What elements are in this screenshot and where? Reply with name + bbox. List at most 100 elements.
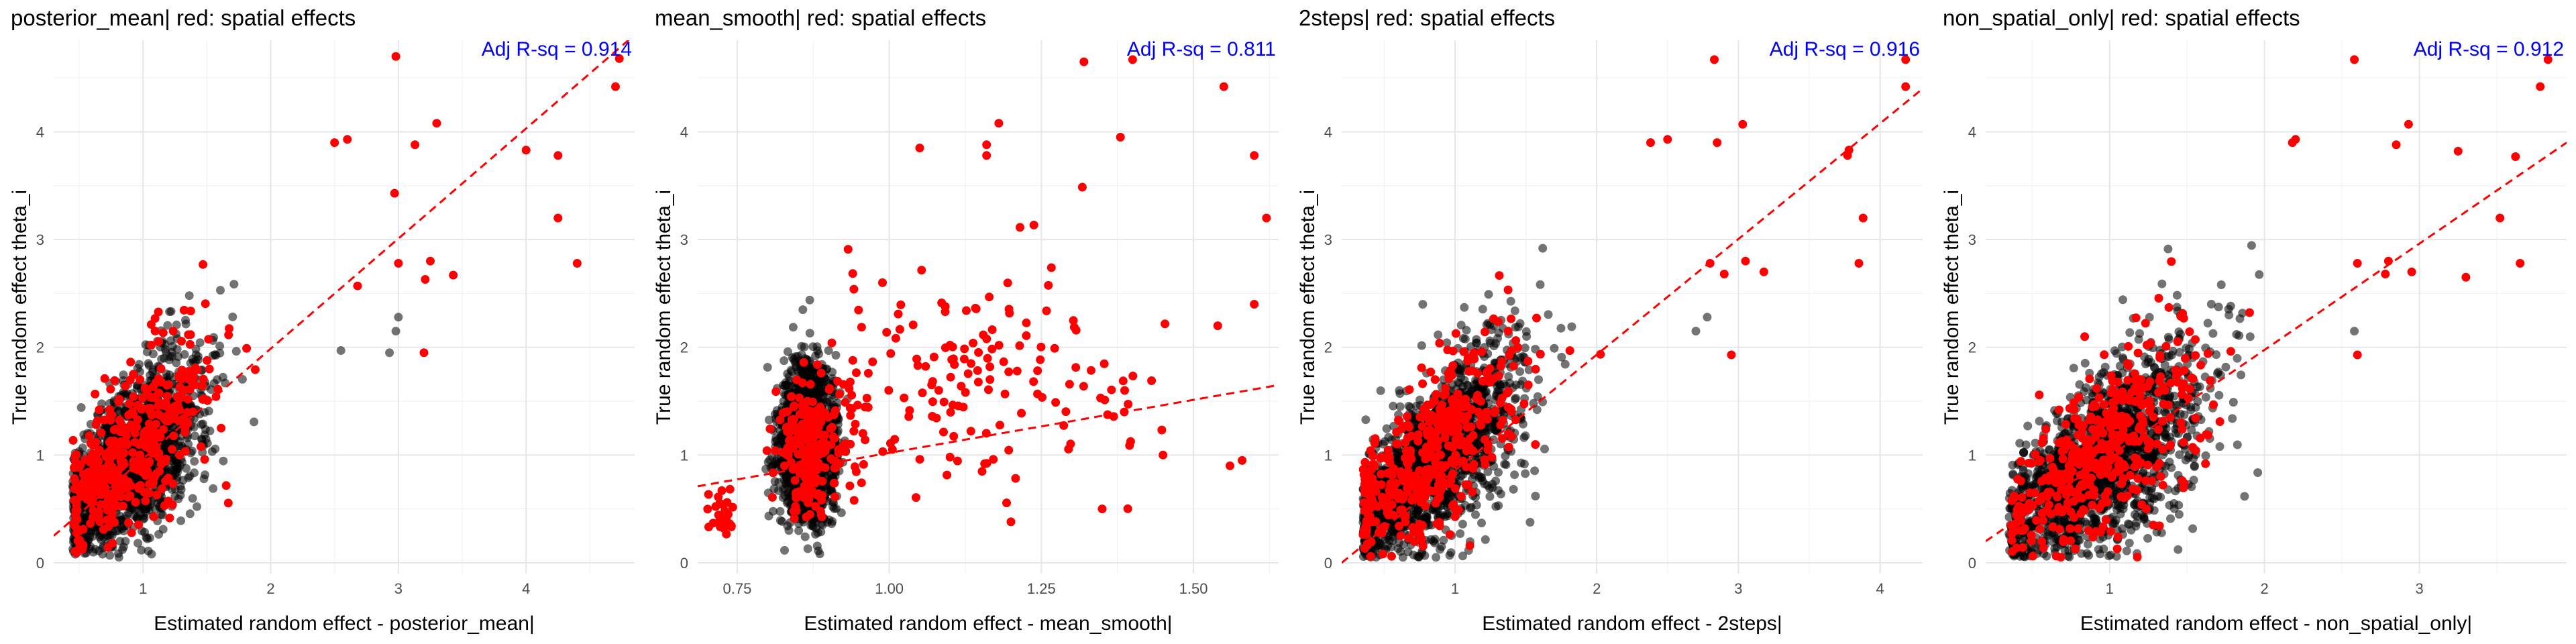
data-point-spatial: [831, 463, 841, 472]
data-point-spatial: [614, 54, 624, 63]
data-point-spatial: [97, 428, 106, 437]
data-point-spatial: [987, 325, 997, 334]
data-point: [231, 347, 241, 356]
data-point-spatial: [133, 415, 142, 425]
data-point-spatial: [799, 493, 808, 502]
data-point-spatial: [852, 368, 861, 378]
data-point-spatial: [1006, 517, 1016, 527]
data-point-spatial: [806, 380, 815, 389]
y-tick-label: 4: [680, 124, 688, 141]
data-point-spatial: [1128, 372, 1138, 380]
data-point-spatial: [521, 146, 531, 155]
y-tick-label: 3: [680, 231, 688, 248]
data-point-spatial: [857, 478, 866, 488]
data-point-spatial: [1036, 342, 1046, 352]
data-point-spatial: [186, 307, 195, 316]
data-point-spatial: [830, 492, 839, 502]
data-point-spatial: [1077, 182, 1087, 192]
data-point-spatial: [857, 323, 866, 332]
data-point-spatial: [152, 490, 162, 500]
data-point-spatial: [138, 437, 147, 446]
data-point-spatial: [1118, 376, 1128, 386]
data-point-spatial: [91, 389, 100, 398]
data-point-spatial: [973, 378, 983, 386]
data-point: [812, 541, 822, 551]
data-point-spatial: [100, 374, 109, 383]
data-point-spatial: [784, 451, 793, 460]
data-point-spatial: [71, 477, 80, 486]
data-point: [791, 352, 800, 362]
data-point-spatial: [717, 513, 726, 521]
data-point-spatial: [149, 512, 158, 521]
data-point-spatial: [160, 501, 169, 511]
data-point-spatial: [787, 392, 796, 401]
data-point: [216, 286, 225, 295]
data-point-spatial: [204, 335, 213, 344]
data-point: [783, 521, 792, 531]
data-point-spatial: [834, 448, 843, 458]
data-point: [798, 305, 808, 315]
data-point-spatial: [819, 437, 828, 446]
y-tick-label: 2: [36, 339, 44, 356]
data-point-spatial: [179, 305, 189, 315]
data-point: [181, 319, 191, 329]
panel-title: mean_smooth| red: spatial effects: [655, 5, 987, 30]
data-point-spatial: [134, 482, 144, 491]
data-point-spatial: [164, 380, 173, 389]
data-point-spatial: [949, 431, 959, 441]
data-point-spatial: [103, 468, 111, 477]
data-point-spatial: [1147, 376, 1157, 385]
data-point-spatial: [982, 140, 991, 150]
data-point-spatial: [158, 328, 168, 337]
data-point: [176, 516, 186, 525]
data-point: [76, 403, 86, 412]
data-point: [1504, 372, 1513, 381]
data-point: [78, 443, 87, 453]
data-point-spatial: [126, 358, 136, 367]
data-point: [780, 389, 789, 398]
data-point-spatial: [1004, 305, 1014, 314]
data-point-spatial: [198, 381, 207, 390]
data-point-spatial: [945, 452, 955, 462]
data-point: [115, 537, 125, 546]
y-tick-label: 1: [1324, 447, 1332, 464]
data-point: [184, 291, 194, 301]
data-point-spatial: [814, 423, 823, 432]
data-point-spatial: [957, 382, 966, 391]
data-point-spatial: [783, 443, 792, 453]
data-point-spatial: [928, 397, 937, 407]
x-tick-label: 1.25: [1027, 580, 1056, 597]
data-point-spatial: [150, 472, 159, 482]
data-point-spatial: [121, 381, 130, 390]
data-point: [144, 546, 153, 555]
data-point-spatial: [129, 370, 138, 379]
data-point-spatial: [419, 348, 429, 358]
data-point: [119, 370, 128, 380]
data-point-spatial: [715, 499, 724, 508]
data-point-spatial: [1065, 380, 1074, 389]
data-point-spatial: [154, 307, 163, 317]
data-point-spatial: [174, 371, 184, 380]
data-point-spatial: [848, 269, 857, 278]
data-point-spatial: [205, 364, 214, 374]
data-point-spatial: [175, 382, 184, 392]
data-point: [215, 341, 225, 351]
data-point: [806, 374, 815, 383]
data-point: [184, 473, 193, 482]
data-point-spatial: [1097, 504, 1107, 514]
data-point-spatial: [830, 457, 840, 466]
data-point-spatial: [1128, 55, 1137, 64]
data-point-spatial: [127, 528, 136, 537]
data-point-spatial: [1017, 409, 1026, 418]
data-point: [144, 361, 154, 370]
data-point: [190, 457, 199, 466]
data-point-spatial: [886, 349, 896, 358]
data-point-spatial: [572, 259, 582, 268]
data-point-spatial: [989, 455, 998, 464]
data-point-spatial: [421, 275, 430, 284]
data-point: [808, 521, 817, 531]
data-point-spatial: [199, 374, 208, 384]
data-point-spatial: [353, 281, 362, 290]
